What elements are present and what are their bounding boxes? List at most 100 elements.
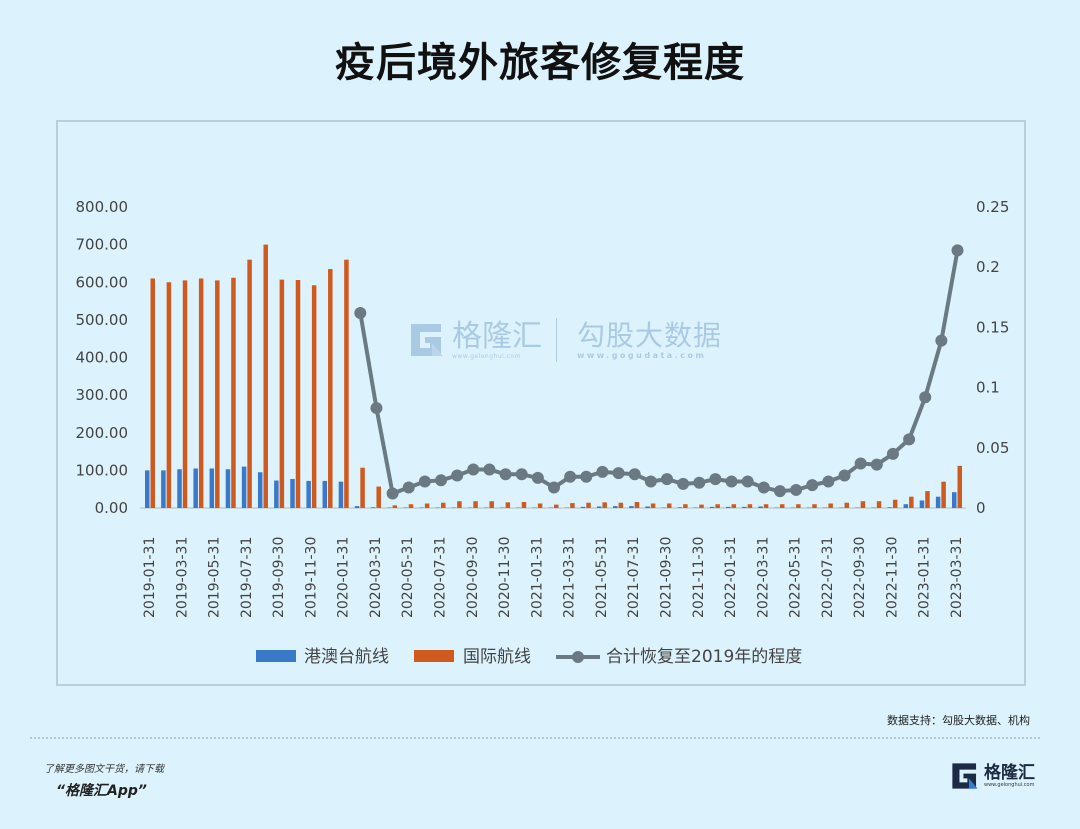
recovery-marker xyxy=(870,458,883,471)
recovery-marker xyxy=(548,481,560,494)
left-axis-tick: 600.00 xyxy=(76,273,129,291)
recovery-marker xyxy=(612,467,625,480)
recovery-marker xyxy=(435,474,448,487)
left-axis-tick: 0.00 xyxy=(95,499,128,517)
x-axis-tick: 2022-05-31 xyxy=(788,537,804,618)
recovery-marker xyxy=(370,402,383,415)
x-axis-tick: 2022-11-30 xyxy=(884,537,900,618)
bar-international xyxy=(537,503,543,508)
bar-international xyxy=(392,505,398,508)
watermark-brand1: 格隆汇 xyxy=(452,318,542,354)
x-axis-tick: 2023-03-31 xyxy=(949,537,965,618)
bar-international xyxy=(376,486,381,508)
bar-international xyxy=(779,504,785,508)
logo-name: 格隆汇 xyxy=(984,762,1035,783)
right-axis-tick: 0.15 xyxy=(976,318,1009,336)
bar-hk-macau-taiwan xyxy=(209,468,215,508)
bar-international xyxy=(683,504,688,508)
recovery-marker xyxy=(838,469,851,482)
bar-international xyxy=(892,499,898,508)
x-axis-tick: 2020-11-30 xyxy=(497,537,513,618)
bar-hk-macau-taiwan xyxy=(322,480,328,508)
bar-international xyxy=(957,465,962,508)
bar-hk-macau-taiwan xyxy=(161,470,166,508)
recovery-marker xyxy=(709,473,722,486)
right-axis-tick: 0.2 xyxy=(976,258,1000,276)
left-axis-tick: 800.00 xyxy=(76,198,129,216)
gelonghui-logo[interactable]: 格隆汇 www.gelonghui.com xyxy=(950,760,1035,792)
bar-hk-macau-taiwan xyxy=(274,480,279,508)
bar-international xyxy=(489,501,494,508)
page-title: 疫后境外旅客修复程度 xyxy=(335,40,745,86)
bar-hk-macau-taiwan xyxy=(919,500,925,508)
recovery-marker xyxy=(628,468,641,481)
bar-hk-macau-taiwan xyxy=(613,506,618,508)
recovery-marker xyxy=(531,471,544,484)
bar-hk-macau-taiwan xyxy=(952,492,957,508)
bar-international xyxy=(473,501,478,508)
right-axis-tick: 0.25 xyxy=(976,198,1009,216)
bar-international xyxy=(570,503,575,508)
bar-international xyxy=(521,501,527,508)
bar-hk-macau-taiwan xyxy=(306,480,311,508)
x-axis-tick: 2019-09-30 xyxy=(271,537,287,618)
promo-app-name: “格隆汇App” xyxy=(56,783,147,799)
bar-hk-macau-taiwan xyxy=(241,466,247,508)
bar-hk-macau-taiwan xyxy=(709,506,715,508)
recovery-marker xyxy=(822,475,835,488)
left-axis-tick: 500.00 xyxy=(76,311,129,329)
x-axis-tick: 2022-07-31 xyxy=(820,537,836,618)
x-axis-tick: 2020-05-31 xyxy=(400,537,416,618)
recovery-marker xyxy=(886,447,899,460)
recovery-marker xyxy=(854,457,867,470)
right-axis-tick: 0.05 xyxy=(976,439,1009,457)
recovery-marker xyxy=(515,468,528,481)
recovery-marker xyxy=(790,483,803,496)
bar-international xyxy=(925,491,930,508)
recovery-marker xyxy=(693,476,706,489)
x-axis-tick: 2022-01-31 xyxy=(723,537,739,618)
recovery-marker xyxy=(499,468,512,481)
bar-international xyxy=(279,279,285,508)
promo-text: 了解更多图文干货，请下载 xyxy=(44,764,164,775)
gelonghui-logo-icon xyxy=(408,321,446,359)
logo-url: www.gelonghui.com xyxy=(984,781,1035,788)
recovery-marker xyxy=(467,463,480,476)
x-axis-tick: 2021-01-31 xyxy=(529,537,545,618)
bar-international xyxy=(796,504,801,508)
x-axis-tick: 2021-03-31 xyxy=(562,537,578,618)
bar-hk-macau-taiwan xyxy=(903,504,909,508)
bar-hk-macau-taiwan xyxy=(629,506,634,508)
bar-international xyxy=(763,504,769,508)
recovery-marker xyxy=(757,481,770,494)
bar-hk-macau-taiwan xyxy=(354,506,360,508)
bar-international xyxy=(618,502,624,508)
svg-text:港澳台航线: 港澳台航线 xyxy=(304,647,389,667)
x-axis-tick: 2019-05-31 xyxy=(207,537,223,618)
data-source: 数据支持：勾股大数据、机构 xyxy=(887,714,1030,727)
x-axis-tick: 2020-09-30 xyxy=(465,537,481,618)
x-axis-tick: 2021-07-31 xyxy=(626,537,642,618)
x-axis-tick: 2022-03-31 xyxy=(755,537,771,618)
combo-chart: 800.00 700.00 600.00 500.00 400.00 300.00 200.… xyxy=(76,198,1010,667)
recovery-marker xyxy=(741,475,754,488)
x-axis-tick: 2020-03-31 xyxy=(368,537,384,618)
recovery-line xyxy=(358,249,960,496)
recovery-marker xyxy=(903,433,916,446)
x-axis-tick: 2021-11-30 xyxy=(691,537,707,618)
x-axis-tick: 2023-01-31 xyxy=(917,537,933,618)
bar-hk-macau-taiwan xyxy=(257,472,263,508)
svg-text:合计恢复至2019年的程度: 合计恢复至2019年的程度 xyxy=(606,647,802,667)
bar-international xyxy=(247,259,252,508)
recovery-marker xyxy=(660,473,673,486)
right-axis-tick: 0.1 xyxy=(976,379,1000,397)
recovery-marker xyxy=(580,470,593,483)
recovery-marker xyxy=(725,475,738,488)
recovery-marker xyxy=(354,306,367,319)
watermark-divider xyxy=(556,318,557,362)
x-axis-tick: 2019-01-31 xyxy=(142,537,158,618)
bar-hk-macau-taiwan xyxy=(370,507,376,508)
bar-hk-macau-taiwan xyxy=(145,470,150,508)
recovery-marker xyxy=(644,475,657,488)
left-axis-tick: 300.00 xyxy=(76,386,129,404)
